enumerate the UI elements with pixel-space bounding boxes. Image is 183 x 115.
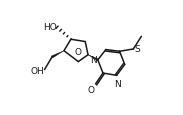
Text: O: O [87, 85, 94, 94]
Polygon shape [88, 55, 98, 61]
Text: N: N [90, 55, 97, 64]
Text: N: N [114, 79, 121, 88]
Polygon shape [51, 51, 64, 59]
Text: S: S [135, 45, 141, 53]
Text: O: O [75, 48, 82, 57]
Text: HO: HO [43, 23, 57, 32]
Text: OH: OH [30, 67, 44, 76]
